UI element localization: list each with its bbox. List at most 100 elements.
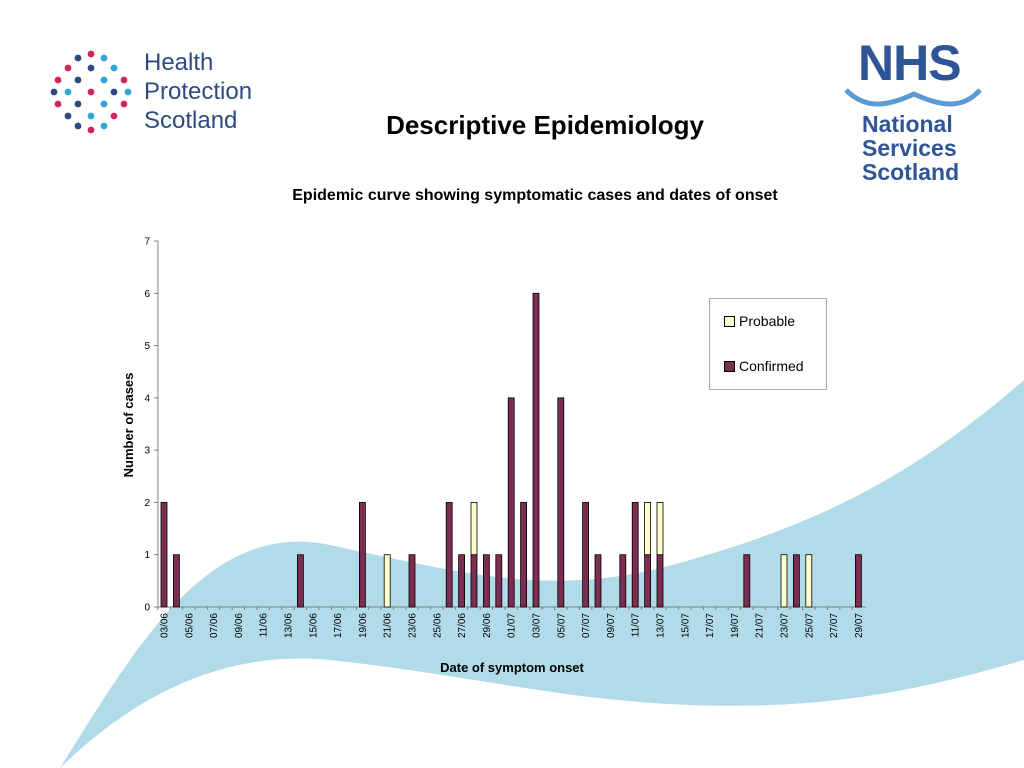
- x-tick-label: 19/07: [730, 613, 741, 638]
- x-tick-label: 07/07: [581, 613, 592, 638]
- logo-dot: [110, 64, 118, 72]
- y-tick-label: 3: [144, 446, 150, 457]
- logo-dot: [100, 122, 108, 130]
- legend-swatch-probable: [724, 316, 735, 327]
- bar-confirmed: [445, 502, 453, 608]
- logo-dot: [110, 88, 118, 96]
- x-tick-label: 03/07: [532, 613, 543, 638]
- logo-dot: [100, 76, 108, 84]
- x-tick-label: 09/06: [234, 613, 245, 638]
- x-tick-label: 13/07: [656, 613, 667, 638]
- y-tick-label: 7: [144, 237, 150, 248]
- x-tick-label: 11/07: [631, 613, 642, 638]
- bar-confirmed: [619, 554, 627, 608]
- nhs-mark: NHS: [858, 35, 962, 91]
- bar-confirmed: [482, 554, 490, 608]
- bar-confirmed: [532, 292, 540, 608]
- bar-confirmed: [160, 502, 168, 608]
- bar-confirmed: [743, 554, 751, 608]
- y-axis-label: Number of cases: [121, 373, 136, 478]
- logo-dot: [74, 54, 82, 62]
- x-tick-label: 25/07: [804, 613, 815, 638]
- logo-dot: [87, 88, 95, 96]
- y-tick-label: 1: [144, 550, 150, 561]
- bar-confirmed: [172, 554, 180, 608]
- bar-confirmed: [855, 554, 862, 608]
- x-tick-label: 27/07: [829, 613, 840, 638]
- x-tick-label: 25/06: [432, 613, 443, 638]
- dot-cluster-logo-icon: [50, 50, 132, 134]
- logo-dot: [87, 112, 95, 120]
- logo-dot: [54, 76, 62, 84]
- bar-confirmed: [582, 502, 589, 608]
- x-tick-label: 01/07: [507, 613, 518, 638]
- y-tick-label: 6: [144, 289, 150, 300]
- x-tick-label: 11/06: [259, 613, 270, 638]
- bar-probable: [656, 502, 664, 556]
- legend-swatch-confirmed: [724, 361, 735, 372]
- nhs-logo-line-1: National: [862, 111, 953, 137]
- bar-confirmed: [631, 502, 639, 608]
- x-tick-label: 27/06: [457, 613, 468, 638]
- bar-probable: [383, 554, 391, 608]
- x-tick-label: 17/07: [705, 613, 716, 638]
- logo-dot: [87, 126, 95, 134]
- bar-confirmed: [507, 397, 515, 608]
- x-tick-label: 19/06: [358, 613, 369, 638]
- x-tick-label: 07/06: [209, 613, 220, 638]
- y-tick-label: 2: [144, 498, 150, 509]
- x-tick-label: 21/07: [755, 613, 766, 638]
- hps-logo-line-2: Protection: [144, 78, 253, 105]
- x-tick-label: 05/07: [556, 613, 567, 638]
- logo-dot: [74, 76, 82, 84]
- bar-confirmed: [358, 502, 366, 608]
- logo-dot: [100, 100, 108, 108]
- y-tick-label: 4: [144, 393, 150, 404]
- x-tick-label: 23/06: [408, 613, 419, 638]
- x-tick-label: 13/06: [284, 613, 295, 638]
- bar-confirmed: [557, 397, 565, 608]
- logo-dot: [64, 64, 72, 72]
- x-tick-label: 29/07: [854, 613, 865, 638]
- logo-dot: [50, 88, 58, 96]
- bar-confirmed: [520, 502, 527, 608]
- chart-title: Epidemic curve showing symptomatic cases…: [292, 187, 778, 204]
- x-axis-label: Date of symptom onset: [440, 660, 584, 675]
- logo-dot: [120, 100, 128, 108]
- bar-confirmed: [470, 554, 478, 608]
- hps-logo: Health Protection Scotland: [48, 44, 268, 134]
- nhs-logo-line-2: Services: [862, 135, 957, 161]
- bar-probable: [644, 502, 651, 556]
- bar-confirmed: [594, 554, 602, 608]
- legend-item-confirmed: Confirmed: [724, 358, 804, 374]
- y-tick-label: 0: [144, 603, 150, 614]
- logo-dot: [87, 50, 95, 58]
- nhs-logo: NHS National Services Scotland: [840, 35, 982, 190]
- x-tick-label: 29/06: [482, 613, 493, 638]
- x-tick-label: 05/06: [184, 613, 195, 638]
- legend-item-probable: Probable: [724, 313, 795, 329]
- logo-dot: [120, 76, 128, 84]
- bar-confirmed: [458, 554, 466, 608]
- x-tick-label: 09/07: [606, 613, 617, 638]
- bar-confirmed: [495, 554, 503, 608]
- x-tick-label: 21/06: [383, 613, 394, 638]
- bar-probable: [470, 502, 478, 556]
- logo-dot: [64, 112, 72, 120]
- nhs-logo-line-3: Scotland: [862, 159, 960, 185]
- x-tick-label: 17/06: [333, 613, 344, 638]
- legend-label-confirmed: Confirmed: [739, 358, 804, 374]
- logo-dot: [124, 88, 132, 96]
- bar-confirmed: [408, 554, 416, 608]
- bar-confirmed: [644, 554, 651, 608]
- hps-logo-line-1: Health: [144, 49, 214, 76]
- chart-legend: Probable Confirmed: [709, 298, 827, 390]
- logo-dot: [87, 64, 95, 72]
- x-tick-label: 23/07: [780, 613, 791, 638]
- bar-confirmed: [656, 554, 664, 608]
- bar-confirmed: [296, 554, 304, 608]
- y-tick-label: 5: [144, 341, 150, 352]
- x-tick-label: 15/07: [680, 613, 691, 638]
